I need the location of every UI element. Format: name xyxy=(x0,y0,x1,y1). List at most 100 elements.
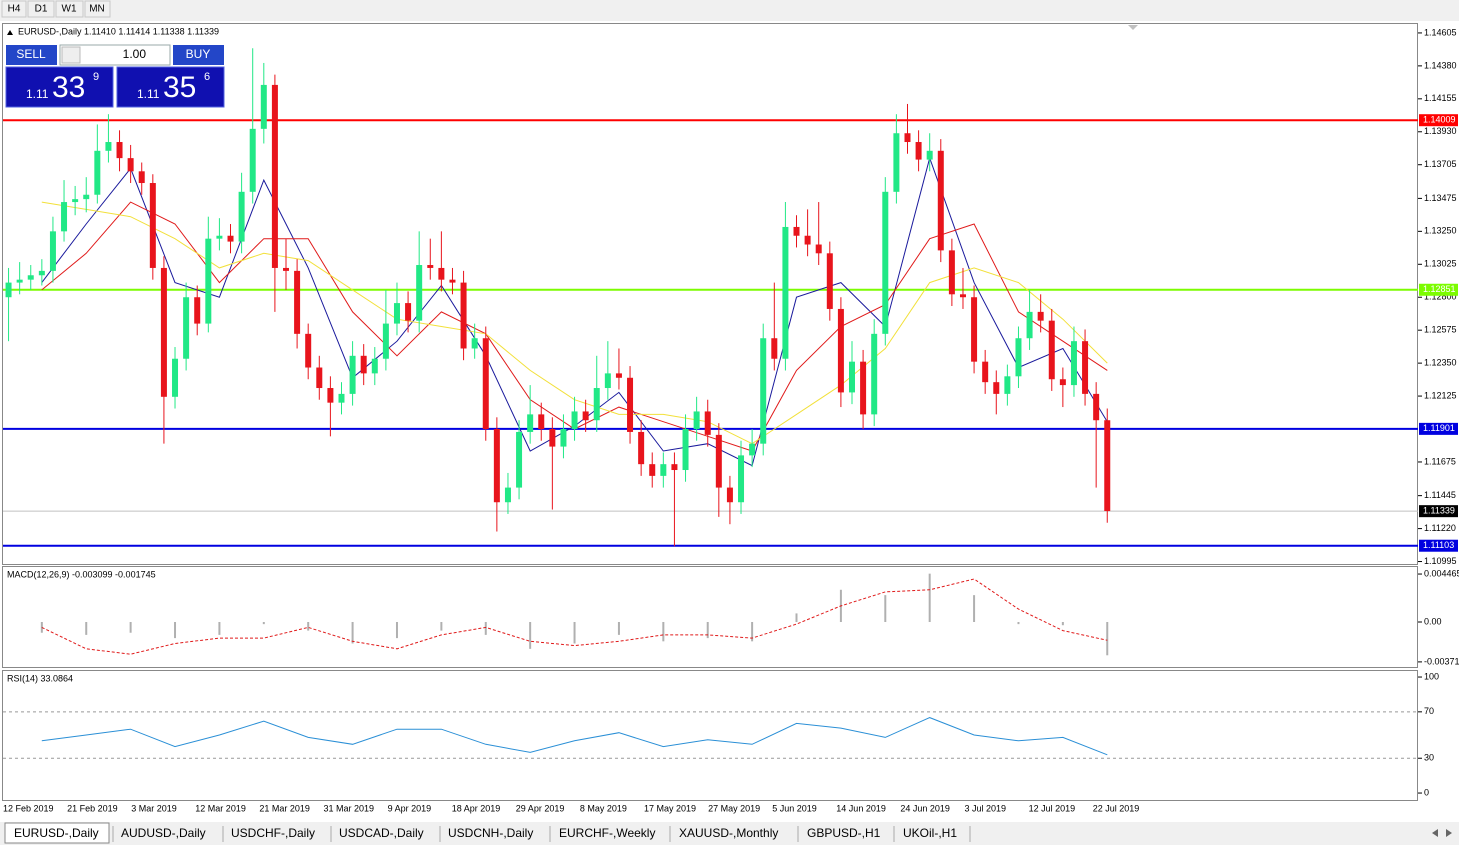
candle-body xyxy=(416,265,423,321)
candle-body xyxy=(959,294,966,298)
candle-body xyxy=(771,338,778,359)
candle-body xyxy=(660,464,667,476)
quote-pips[interactable]: 33 xyxy=(52,71,85,104)
price-label: 1.11339 xyxy=(1423,506,1455,516)
tab-scroll-left[interactable] xyxy=(1432,829,1438,837)
candle-body xyxy=(1026,311,1033,339)
tf-label[interactable]: H4 xyxy=(8,4,21,15)
candle-body xyxy=(438,267,445,280)
candle-body xyxy=(482,338,489,430)
candle-body xyxy=(926,150,933,160)
candle-body xyxy=(294,270,301,334)
date-label: 3 Jul 2019 xyxy=(965,803,1007,813)
quote-point[interactable]: 9 xyxy=(93,71,99,83)
tab[interactable]: EURUSD-,Daily xyxy=(14,826,99,840)
candle-body xyxy=(305,333,312,368)
collapse-icon[interactable] xyxy=(7,30,13,35)
date-label: 12 Mar 2019 xyxy=(195,803,246,813)
candle-body xyxy=(183,297,190,359)
lot-value[interactable]: 1.00 xyxy=(123,47,147,61)
tf-button[interactable] xyxy=(27,0,55,18)
candle-body xyxy=(283,267,289,271)
tf-button[interactable] xyxy=(55,0,84,18)
rsi-panel xyxy=(2,670,1418,801)
y-tick-label: 1.10995 xyxy=(1424,556,1457,566)
quote-point[interactable]: 6 xyxy=(204,71,210,83)
candle-body xyxy=(260,84,267,129)
candle-body xyxy=(882,191,889,334)
candle-body xyxy=(160,267,167,397)
candle-body xyxy=(982,361,989,383)
candle-body xyxy=(582,411,589,421)
tab-active[interactable] xyxy=(4,822,110,844)
y-tick-label: 100 xyxy=(1424,671,1439,681)
candle-body xyxy=(815,244,822,254)
shift-marker xyxy=(1128,25,1138,30)
buy-button[interactable] xyxy=(173,45,224,65)
candle-body xyxy=(216,235,223,239)
y-tick-label: 1.11675 xyxy=(1424,456,1456,466)
candle-body xyxy=(1093,393,1100,421)
candle-body xyxy=(538,414,545,430)
candle-body xyxy=(72,199,79,203)
tf-button[interactable] xyxy=(1,0,27,18)
candle-body xyxy=(715,434,722,488)
tab-scroll-right[interactable] xyxy=(1446,829,1452,837)
sell-button[interactable] xyxy=(6,45,57,65)
lot-spin[interactable] xyxy=(61,46,81,64)
tab[interactable]: UKOil-,H1 xyxy=(903,826,957,840)
y-tick-label: 70 xyxy=(1424,706,1434,716)
candle-body xyxy=(16,279,23,283)
tab[interactable]: XAUUSD-,Monthly xyxy=(679,826,778,840)
tab[interactable]: USDCNH-,Daily xyxy=(448,826,533,840)
candle-body xyxy=(782,226,789,359)
tab[interactable]: EURCHF-,Weekly xyxy=(559,826,655,840)
tab[interactable]: GBPUSD-,H1 xyxy=(807,826,881,840)
price-label-bg xyxy=(1419,422,1458,435)
candle-body xyxy=(549,429,556,447)
candle-body xyxy=(1070,341,1077,386)
date-label: 22 Jul 2019 xyxy=(1093,803,1140,813)
price-label: 1.12851 xyxy=(1423,284,1456,294)
tab[interactable]: USDCAD-,Daily xyxy=(339,826,424,840)
date-label: 12 Jul 2019 xyxy=(1029,803,1076,813)
sell-label[interactable]: SELL xyxy=(16,47,46,61)
tab[interactable]: AUDUSD-,Daily xyxy=(121,826,206,840)
lot-box[interactable] xyxy=(59,44,171,66)
candle-body xyxy=(915,142,922,160)
quote-big[interactable]: 1.11 xyxy=(26,87,49,101)
candle-body xyxy=(937,150,944,251)
candle-body xyxy=(449,279,456,283)
candle-body xyxy=(1015,338,1022,377)
candle-body xyxy=(338,393,345,403)
candle-body xyxy=(627,377,634,432)
tf-button[interactable] xyxy=(84,0,111,18)
candle-body xyxy=(460,282,467,349)
quote-pips[interactable]: 35 xyxy=(163,71,196,104)
candle-body xyxy=(671,464,678,471)
date-label: 21 Mar 2019 xyxy=(259,803,310,813)
tf-label[interactable]: MN xyxy=(89,4,105,15)
y-tick-label: 1.13475 xyxy=(1424,193,1457,203)
candle-body xyxy=(726,487,733,503)
candle-body xyxy=(238,191,245,242)
tab[interactable]: USDCHF-,Daily xyxy=(231,826,315,840)
date-label: 14 Jun 2019 xyxy=(836,803,886,813)
quote-box[interactable] xyxy=(5,66,114,108)
rsi-line xyxy=(41,717,1108,756)
date-label: 3 Mar 2019 xyxy=(131,803,177,813)
tf-label[interactable]: W1 xyxy=(62,4,77,15)
tf-label[interactable]: D1 xyxy=(35,4,48,15)
candle-body xyxy=(83,194,90,200)
candle-body xyxy=(205,238,212,324)
quote-box[interactable] xyxy=(116,66,225,108)
candle-body xyxy=(760,338,767,444)
candle-body xyxy=(593,388,600,421)
candle-body xyxy=(493,429,500,503)
buy-label[interactable]: BUY xyxy=(186,47,211,61)
candle-body xyxy=(993,382,1000,394)
quote-big[interactable]: 1.11 xyxy=(137,87,160,101)
y-tick-label: 1.11445 xyxy=(1424,490,1456,500)
